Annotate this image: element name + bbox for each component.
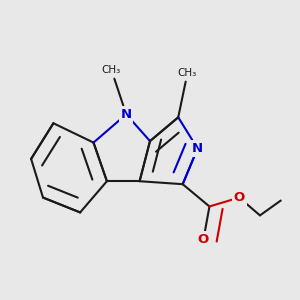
Text: CH₃: CH₃ bbox=[102, 65, 121, 75]
Text: N: N bbox=[192, 142, 203, 155]
Text: O: O bbox=[233, 191, 245, 204]
Text: N: N bbox=[121, 108, 132, 121]
Text: O: O bbox=[198, 233, 209, 246]
Text: CH₃: CH₃ bbox=[178, 68, 197, 78]
